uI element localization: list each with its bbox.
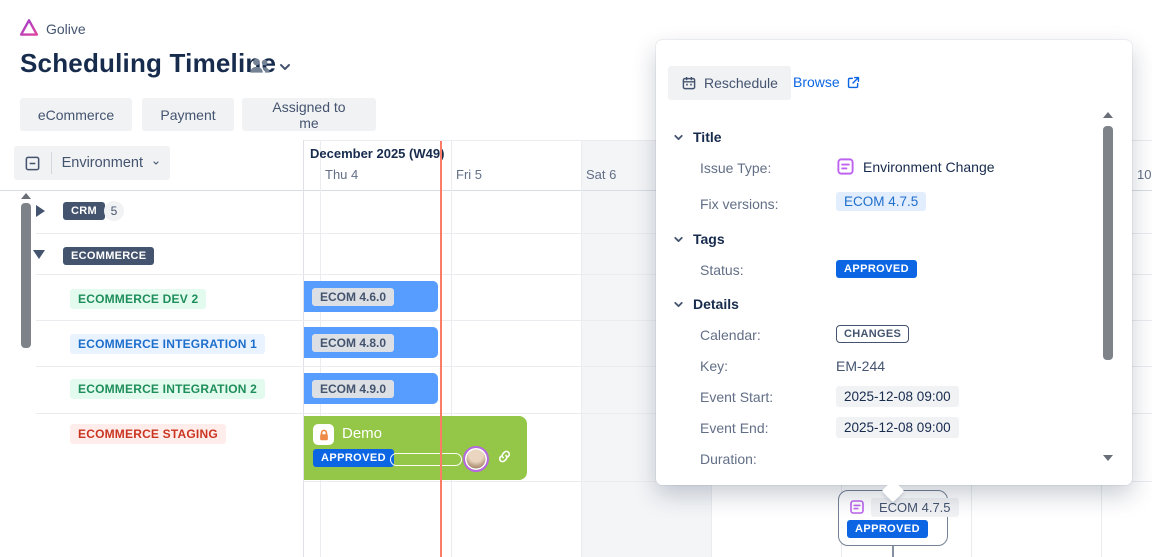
page-title: Scheduling Timeline [20,48,277,78]
popup-scrollbar[interactable] [1103,126,1113,360]
filter-assigned-to-me-button[interactable]: Assigned to me [242,98,376,131]
version-bar-label: ECOM 4.6.0 [312,287,395,306]
grid-line [581,140,582,557]
version-bar-ecom-4-8-0[interactable]: ECOM 4.8.0 [304,327,438,358]
milestone-status-badge: APPROVED [847,520,928,538]
grid-line [36,233,303,234]
issue-type-icon [849,499,865,520]
panel-scrollbar[interactable] [21,203,31,348]
version-bar-label: ECOM 4.9.0 [312,379,395,398]
divider [51,152,52,174]
grid-line [36,366,303,367]
filter-payment-button[interactable]: Payment [142,98,234,131]
group-crm-expand-toggle[interactable] [36,205,45,217]
issue-type-value: Environment Change [836,157,995,176]
popup-scroll-up-icon[interactable] [1103,112,1113,118]
event-start-label: Event Start: [700,389,774,405]
browse-link[interactable]: Browse [793,74,861,90]
month-week-label: December 2025 (W49) [310,146,445,161]
event-progress-bar [390,453,462,466]
env-ecommerce-integration-1[interactable]: ECOMMERCE INTEGRATION 1 [70,334,266,354]
external-link-icon [847,76,859,88]
grid-line [451,140,452,557]
people-icon [248,55,272,82]
browse-label: Browse [793,74,840,90]
popup-scroll-down-icon[interactable] [1103,455,1113,461]
title-chevron-down-icon[interactable] [277,59,293,80]
event-details-popup: Reschedule Browse Title Issue Type: Envi… [656,40,1132,503]
app-name: Golive [46,21,86,37]
group-ecommerce-badge[interactable]: ECOMMERCE [63,247,155,265]
section-details-toggle[interactable]: Details [672,296,739,312]
panel-timeline-divider [303,140,304,557]
section-tags-toggle[interactable]: Tags [672,231,725,247]
env-ecommerce-staging[interactable]: ECOMMERCE STAGING [70,424,226,444]
today-marker-line [440,141,442,557]
filter-ecommerce-button[interactable]: eCommerce [20,98,132,131]
version-bar-ecom-4-6-0[interactable]: ECOM 4.6.0 [304,281,438,312]
grid-line [36,413,303,414]
event-end-value: 2025-12-08 09:00 [836,417,959,438]
event-bar-demo[interactable]: Demo APPROVED [304,416,527,480]
fix-versions-label: Fix versions: [700,196,779,212]
day-label-fri5: Fri 5 [456,167,482,182]
status-label: Status: [700,262,744,278]
env-ecommerce-dev-2[interactable]: ECOMMERCE DEV 2 [70,289,207,309]
grid-line [36,274,303,275]
section-title-heading: Title [693,129,722,145]
event-title: Demo [342,425,383,442]
section-title-toggle[interactable]: Title [672,129,722,145]
day-label-thu4: Thu 4 [325,167,359,182]
env-ecommerce-integration-2[interactable]: ECOMMERCE INTEGRATION 2 [70,379,266,399]
event-end-label: Event End: [700,420,769,436]
chevron-down-icon [153,161,159,165]
fix-versions-value[interactable]: ECOM 4.7.5 [836,192,927,211]
day-label-partial: 10 [1137,167,1152,182]
grid-line [0,190,1152,191]
grid-line [36,320,303,321]
event-status-badge: APPROVED [313,449,394,467]
group-crm-badge[interactable]: CRM [63,202,105,220]
version-bar-ecom-4-9-0[interactable]: ECOM 4.9.0 [304,373,438,404]
key-label: Key: [700,358,729,374]
golive-logo-icon [18,17,40,44]
milestone-version-label: ECOM 4.7.5 [871,498,959,517]
collapse-all-icon[interactable] [24,155,41,172]
calendar-value: CHANGES [836,325,910,343]
lock-icon [313,424,334,445]
status-value: APPROVED [836,260,917,278]
chevron-down-icon [674,236,683,242]
group-crm-count-badge: 5 [104,201,124,221]
duration-label: Duration: [700,451,757,467]
environment-dropdown-label: Environment [61,155,143,171]
calendar-label: Calendar: [700,327,761,343]
environment-grouping-dropdown[interactable]: Environment [14,146,170,180]
link-icon[interactable] [496,448,513,470]
issue-type-icon [837,158,854,175]
version-bar-label: ECOM 4.8.0 [312,333,395,352]
day-label-sat6: Sat 6 [586,167,617,182]
panel-scroll-up-icon[interactable] [21,193,31,199]
chevron-down-icon [674,301,683,307]
section-tags-heading: Tags [693,231,725,247]
calendar-icon [682,77,696,90]
key-value: EM-244 [836,358,886,374]
issue-type-label: Issue Type: [700,160,772,176]
chevron-down-icon [674,134,683,140]
section-details-heading: Details [693,296,739,312]
reschedule-label: Reschedule [704,75,778,91]
avatar[interactable] [463,446,489,472]
reschedule-button[interactable]: Reschedule [668,66,791,100]
event-start-value: 2025-12-08 09:00 [836,386,959,407]
group-ecommerce-collapse-toggle[interactable] [33,250,45,259]
